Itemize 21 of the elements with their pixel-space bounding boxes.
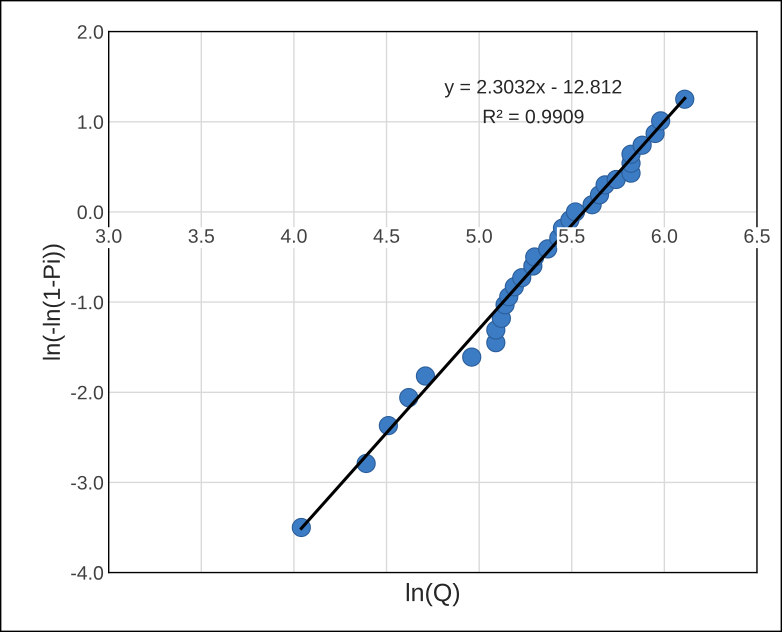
x-tick-label: 4.0 — [280, 229, 307, 243]
x-axis-title: ln(Q) — [406, 583, 460, 606]
annotation: R² = 0.9909 — [484, 110, 584, 124]
y-tick-label: 2.0 — [78, 25, 104, 39]
y-tick-label: -3.0 — [71, 476, 104, 490]
x-tick-label: 5.5 — [559, 229, 584, 243]
y-tick-label: -1.0 — [71, 296, 104, 310]
x-tick-label: 3.0 — [96, 229, 122, 243]
annotation: y = 2.3032x - 12.812 — [444, 80, 622, 98]
x-tick-label: 6.0 — [652, 229, 678, 243]
y-tick-label: -2.0 — [71, 386, 104, 400]
x-tick-label: 4.5 — [373, 229, 400, 243]
y-tick-label: -4.0 — [71, 566, 104, 580]
y-tick-label: 1.0 — [78, 115, 104, 129]
x-tick-label: 3.5 — [188, 229, 214, 243]
point — [462, 347, 482, 367]
point — [416, 366, 436, 386]
y-axis-title: ln(-ln(1-Pi)) — [42, 244, 65, 360]
x-tick-label: 5.0 — [466, 229, 492, 243]
x-tick-label: 6.5 — [744, 229, 770, 243]
y-tick-label: 0.0 — [78, 205, 104, 220]
